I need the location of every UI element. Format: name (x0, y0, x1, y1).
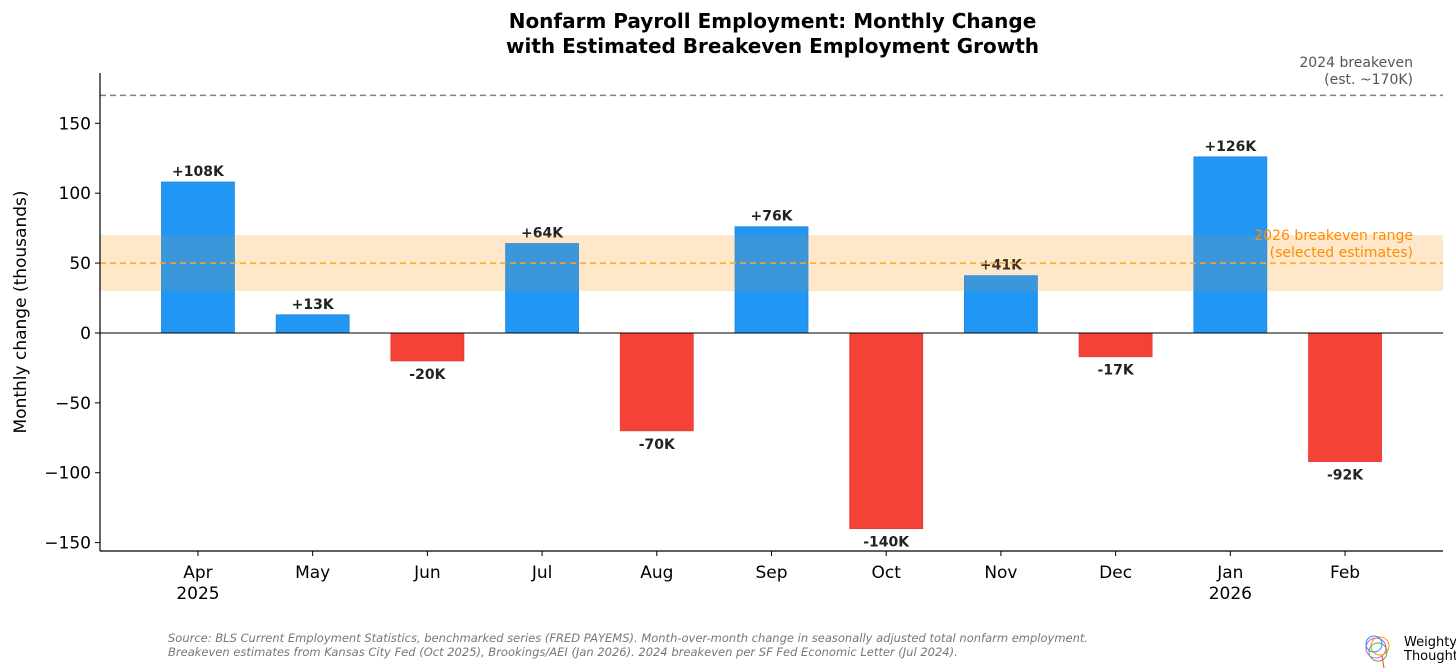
title-line-2: with Estimated Breakeven Employment Grow… (505, 34, 1040, 58)
x-tick-label-2-0: Jun (413, 563, 441, 583)
source-footnote: Source: BLS Current Employment Statistic… (168, 631, 1088, 659)
x-tick-label-10-0: Feb (1330, 563, 1360, 583)
breakeven-2026-label-1: (selected estimates) (1270, 245, 1413, 261)
breakeven-2026-label-0: 2026 breakeven range (1254, 228, 1413, 244)
data-label-5: +76K (750, 209, 793, 225)
y-tick-label-5: 100 (59, 184, 91, 204)
logo-icon (1365, 635, 1390, 669)
logo-text-2: Thoughts (1404, 649, 1456, 664)
breakeven-2024-label-1: (est. ~170K) (1324, 72, 1413, 88)
bar-9 (1193, 156, 1268, 334)
x-tick-label-6-0: Oct (872, 563, 902, 583)
data-label-9: +126K (1204, 139, 1257, 155)
footnote-line-1: Source: BLS Current Employment Statistic… (168, 631, 1089, 645)
data-label-4: -70K (639, 437, 676, 453)
chart-title: Nonfarm Payroll Employment: Monthly Chan… (0, 9, 1456, 59)
data-label-6: -140K (863, 535, 910, 551)
bar-5 (734, 226, 809, 334)
data-label-2: -20K (409, 367, 446, 383)
data-label-8: -17K (1098, 363, 1135, 379)
y-tick-label-0: −150 (44, 534, 91, 554)
weighty-thoughts-logo: Weighty Thoughts (1360, 630, 1456, 670)
x-tick-label-9-1: 2026 (1209, 584, 1252, 604)
data-label-7: +41K (980, 258, 1023, 274)
footnote-line-2: Breakeven estimates from Kansas City Fed… (168, 645, 958, 659)
y-tick-label-3: 0 (80, 324, 91, 344)
bar-6 (849, 332, 924, 530)
y-tick-label-1: −100 (44, 464, 91, 484)
bar-1 (275, 314, 350, 334)
y-tick-label-6: 150 (59, 114, 91, 134)
y-axis-label: Monthly change (thousands) (11, 190, 31, 433)
x-tick-label-7-0: Nov (984, 563, 1017, 583)
title-line-1: Nonfarm Payroll Employment: Monthly Chan… (508, 9, 1037, 33)
breakeven-2024-label-0: 2024 breakeven (1299, 55, 1413, 71)
bar-0 (161, 181, 235, 334)
bar-7 (964, 275, 1038, 334)
data-label-0: +108K (172, 164, 225, 180)
bar-8 (1078, 332, 1153, 358)
y-tick-label-4: 50 (69, 254, 91, 274)
data-label-3: +64K (521, 226, 564, 242)
x-tick-label-4-0: Aug (640, 563, 673, 583)
x-tick-label-1-0: May (295, 563, 330, 583)
x-tick-label-0-0: Apr (183, 563, 212, 583)
data-label-10: -92K (1327, 468, 1364, 484)
x-tick-label-9-0: Jan (1216, 563, 1243, 583)
x-tick-label-3-0: Jul (531, 563, 553, 583)
y-tick-label-2: −50 (55, 394, 91, 414)
bar-10 (1308, 332, 1382, 462)
x-tick-label-5-0: Sep (755, 563, 787, 583)
x-tick-label-0-1: 2025 (176, 584, 219, 604)
x-tick-label-8-0: Dec (1099, 563, 1132, 583)
data-label-1: +13K (292, 297, 335, 313)
logo-text-1: Weighty (1404, 635, 1456, 650)
bar-4 (619, 332, 694, 432)
bar-2 (390, 332, 465, 362)
